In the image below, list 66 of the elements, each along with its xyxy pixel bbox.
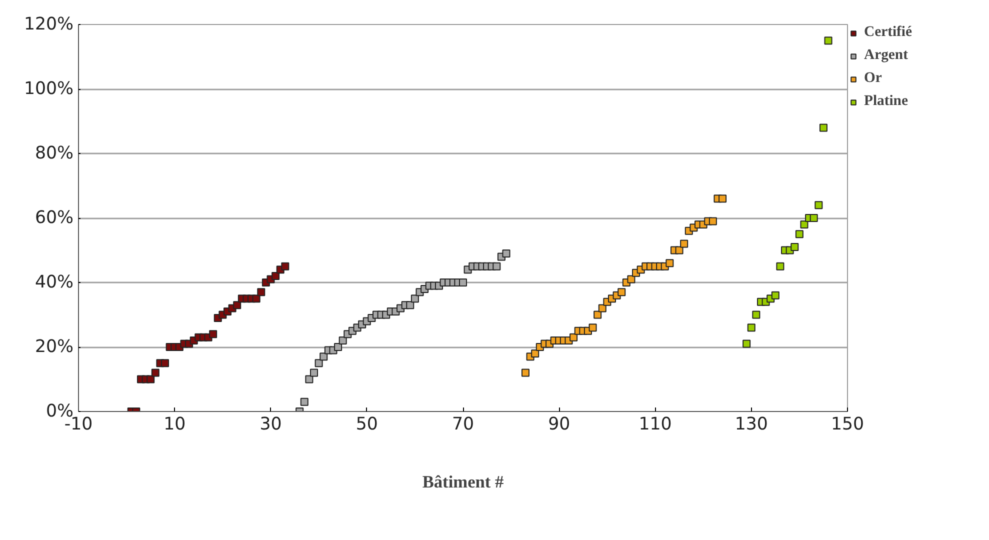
point bbox=[300, 398, 308, 406]
point bbox=[459, 278, 467, 286]
x-tick-label: 70 bbox=[452, 414, 474, 434]
y-tick-label: 100% bbox=[24, 79, 74, 99]
point bbox=[492, 262, 501, 270]
point bbox=[810, 214, 818, 222]
point bbox=[790, 243, 799, 252]
point bbox=[771, 291, 780, 300]
point bbox=[257, 288, 266, 296]
point bbox=[666, 259, 674, 268]
point bbox=[310, 368, 318, 377]
point bbox=[800, 220, 808, 228]
point bbox=[531, 349, 540, 358]
x-tick-label: 30 bbox=[260, 414, 282, 434]
point bbox=[814, 201, 823, 210]
x-tick-label: 110 bbox=[638, 414, 672, 434]
point bbox=[680, 240, 688, 248]
point bbox=[675, 246, 684, 254]
point bbox=[618, 288, 626, 296]
x-axis-title: Bâtiment # bbox=[422, 472, 504, 492]
y-tick-label: 60% bbox=[34, 208, 74, 228]
point bbox=[708, 217, 717, 226]
point bbox=[776, 262, 784, 270]
point bbox=[824, 36, 832, 45]
point bbox=[305, 375, 314, 384]
y-tick-label: 80% bbox=[34, 144, 74, 164]
legend-label: Or bbox=[864, 70, 883, 87]
point bbox=[747, 324, 756, 332]
point bbox=[570, 333, 578, 342]
point bbox=[320, 352, 328, 361]
point bbox=[627, 275, 636, 284]
point bbox=[819, 124, 828, 132]
legend-label: Platine bbox=[864, 93, 908, 110]
point bbox=[588, 324, 597, 332]
point bbox=[410, 294, 419, 303]
point bbox=[795, 230, 804, 238]
y-tick-label: 120% bbox=[24, 14, 74, 34]
legend-label: Certifié bbox=[864, 24, 912, 41]
point bbox=[281, 262, 290, 270]
x-tick-label: 150 bbox=[830, 414, 864, 434]
point bbox=[598, 304, 606, 312]
point bbox=[314, 359, 323, 368]
point bbox=[252, 294, 260, 303]
point bbox=[752, 310, 760, 319]
point bbox=[406, 301, 414, 310]
x-tick-label: 10 bbox=[164, 414, 186, 434]
y-tick-label: 20% bbox=[34, 337, 74, 357]
point bbox=[209, 330, 218, 338]
point bbox=[233, 301, 242, 310]
point bbox=[334, 343, 342, 351]
point bbox=[146, 375, 155, 384]
point bbox=[151, 368, 160, 377]
y-tick-label: 0% bbox=[46, 402, 74, 422]
y-tick-label: 40% bbox=[34, 272, 74, 292]
point bbox=[338, 336, 347, 345]
point bbox=[594, 310, 602, 319]
x-tick-label: 50 bbox=[356, 414, 378, 434]
point bbox=[272, 272, 280, 280]
point bbox=[161, 359, 170, 368]
point bbox=[502, 249, 510, 258]
legend-label: Argent bbox=[864, 47, 908, 64]
point bbox=[521, 368, 530, 377]
point bbox=[718, 194, 727, 203]
point bbox=[742, 340, 751, 348]
x-tick-label: 90 bbox=[548, 414, 570, 434]
x-tick-label: 130 bbox=[734, 414, 768, 434]
